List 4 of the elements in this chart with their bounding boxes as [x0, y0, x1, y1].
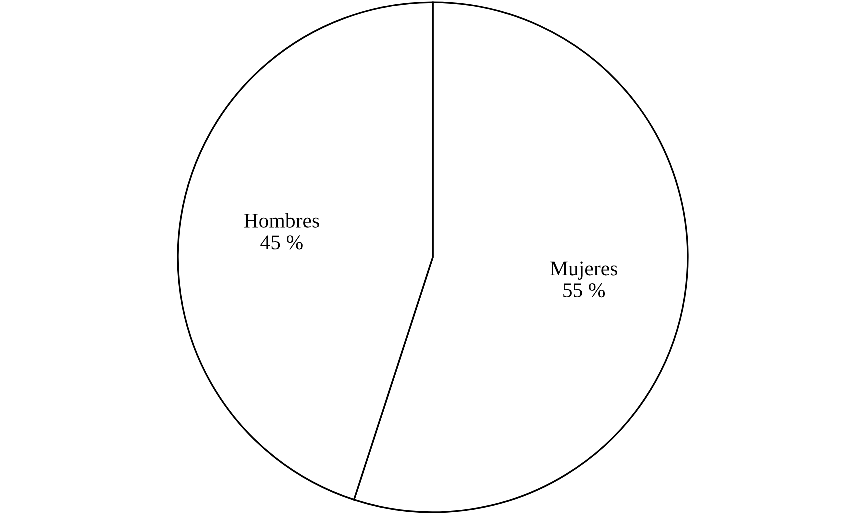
slice-label: Hombres	[244, 213, 320, 228]
data-label: 45 %	[260, 236, 303, 250]
data-label: 55 %	[564, 283, 606, 298]
slice-label: Mujeres	[550, 262, 618, 280]
